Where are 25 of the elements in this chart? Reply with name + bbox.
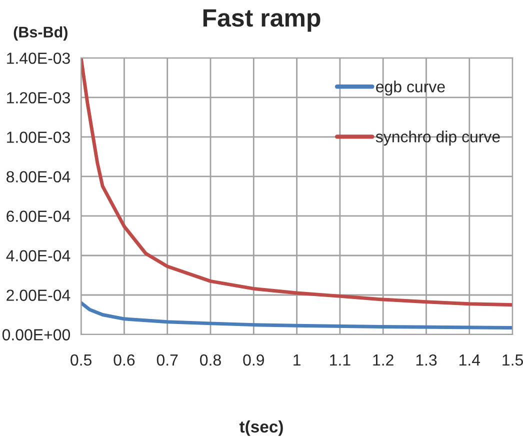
x-tick-label: 0.6 [114, 354, 135, 366]
y-axis-title: (Bs-Bd) [14, 26, 68, 41]
legend-label: egb curve [376, 80, 445, 96]
y-tick-label: 8.00E-04 [6, 171, 70, 182]
x-tick-label: 1.2 [373, 354, 394, 366]
y-tick-label: 1.40E-03 [7, 52, 70, 64]
x-tick-label: 1 [294, 354, 300, 366]
line-series [81, 301, 513, 330]
x-tick-label: 1.3 [416, 354, 437, 366]
y-tick-label: 4.00E-04 [6, 250, 70, 262]
x-tick-label: 0.5 [70, 354, 92, 366]
x-tick-label: 0.7 [156, 354, 178, 366]
y-tick-label: 0.00E+00 [2, 329, 70, 340]
y-tick-label: 1.00E-03 [7, 132, 70, 143]
legend-label: synchro dip curve [376, 130, 500, 146]
y-tick-label: 1.20E-03 [7, 92, 70, 104]
x-tick-label: 1.1 [330, 354, 350, 366]
x-tick-label: 1.4 [460, 354, 480, 366]
y-tick-label: 2.00E-04 [6, 290, 70, 301]
chart-title: Fast ramp [203, 9, 320, 32]
x-tick-label: 0.9 [243, 354, 264, 366]
y-tick-label: 6.00E-04 [6, 210, 70, 222]
x-tick-label: 0.8 [200, 354, 221, 366]
x-axis-title: t(sec) [239, 420, 283, 436]
x-tick-label: 1.5 [502, 354, 523, 366]
